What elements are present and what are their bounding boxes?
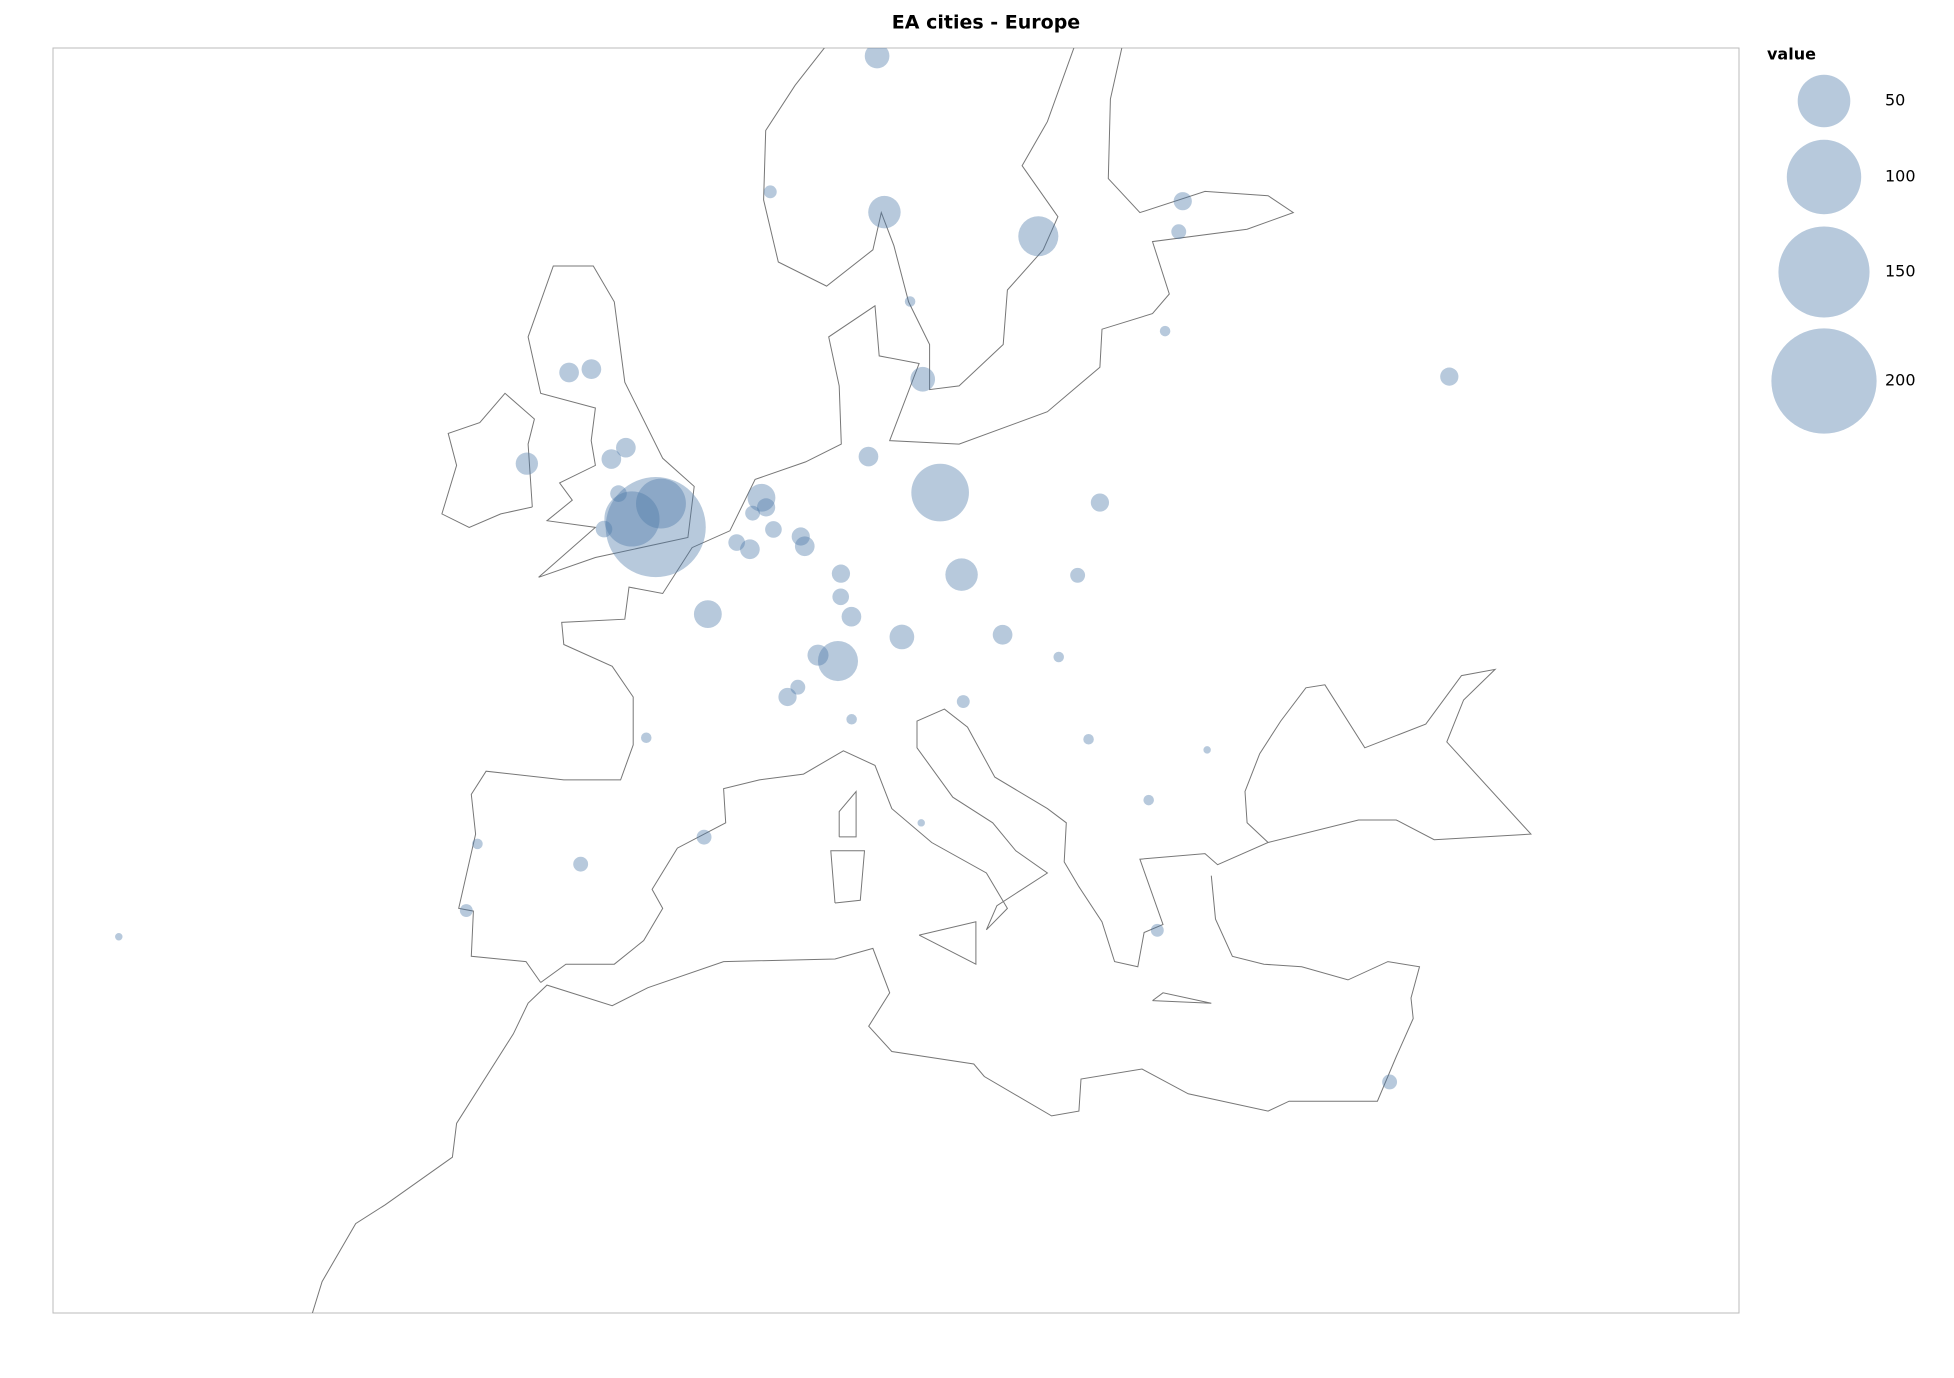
city-bubble: [807, 644, 829, 666]
city-bubble: [794, 536, 815, 557]
city-bubble: [1018, 216, 1059, 257]
city-bubble: [515, 452, 539, 475]
city-bubble: [831, 564, 851, 583]
legend-label: 50: [1885, 91, 1905, 110]
city-bubble: [693, 600, 722, 629]
city-bubble: [841, 606, 862, 627]
coastline: [458, 48, 1295, 983]
city-bubble: [1171, 224, 1187, 240]
city-bubble: [581, 359, 602, 379]
city-bubble: [763, 185, 777, 199]
city-bubble: [616, 437, 636, 458]
coastline: [918, 921, 977, 966]
city-bubble: [1090, 493, 1110, 512]
city-bubble: [696, 829, 712, 845]
city-bubble: [910, 366, 936, 392]
chart-title: EA cities - Europe: [892, 12, 1080, 34]
legend-title: value: [1767, 45, 1816, 64]
city-bubble: [1070, 567, 1086, 583]
city-bubble: [595, 520, 613, 538]
city-bubble: [1143, 794, 1154, 806]
city-bubble: [904, 296, 916, 307]
city-bubble: [917, 819, 925, 827]
city-bubble: [778, 687, 797, 707]
map-frame: [52, 47, 1740, 1314]
city-bubble: [1203, 746, 1211, 754]
city-bubble: [1083, 733, 1094, 745]
city-bubble: [945, 558, 978, 591]
city-bubble: [889, 624, 915, 650]
coastline: [838, 790, 857, 838]
coastline: [311, 875, 1421, 1313]
city-bubble: [472, 838, 483, 850]
coastline: [763, 48, 1075, 391]
city-bubble: [115, 933, 123, 941]
legend-bubble: [1771, 328, 1877, 434]
city-bubble: [1159, 325, 1171, 337]
city-bubble: [1440, 367, 1459, 386]
city-bubble: [765, 521, 782, 538]
coastline: [527, 265, 695, 578]
city-bubble: [956, 695, 970, 708]
city-bubble: [459, 904, 473, 917]
coastline: [441, 392, 535, 528]
coastline: [830, 850, 866, 904]
size-legend: 50 100 150 200: [1771, 74, 1916, 434]
coastline: [540, 668, 1532, 983]
city-bubble: [1382, 1074, 1398, 1090]
city-bubble: [745, 505, 761, 521]
city-bubble: [601, 449, 622, 469]
city-bubble: [864, 48, 890, 69]
city-bubble: [868, 195, 901, 229]
city-bubble: [747, 483, 776, 512]
city-bubble: [858, 446, 879, 467]
city-bubble: [605, 477, 706, 578]
coastlines: [311, 48, 1532, 1313]
city-bubble: [728, 534, 745, 551]
legend-label: 100: [1885, 167, 1916, 186]
city-bubble: [911, 463, 969, 522]
city-bubble: [791, 527, 810, 546]
city-bubble: [1173, 192, 1192, 211]
legend-label: 200: [1885, 371, 1916, 390]
city-bubble: [832, 588, 850, 606]
legend-bubble: [1786, 139, 1862, 215]
city-bubble: [846, 714, 857, 725]
city-bubble: [1053, 651, 1064, 663]
city-bubble: [740, 539, 760, 560]
city-bubble: [636, 478, 686, 529]
city-bubble: [817, 641, 859, 682]
city-bubble: [790, 679, 806, 695]
legend-bubble: [1797, 74, 1851, 128]
coastline: [1152, 992, 1212, 1004]
city-bubble: [992, 624, 1013, 645]
city-bubble: [640, 732, 652, 744]
legend-bubble: [1778, 226, 1870, 318]
city-bubble: [610, 485, 627, 502]
city-bubble: [559, 362, 579, 383]
city-bubble: [756, 498, 776, 517]
city-bubble: [1150, 923, 1164, 937]
legend-label: 150: [1885, 262, 1916, 281]
city-bubble: [573, 856, 589, 872]
bubbles: [115, 48, 1459, 1090]
city-bubble: [604, 491, 660, 547]
